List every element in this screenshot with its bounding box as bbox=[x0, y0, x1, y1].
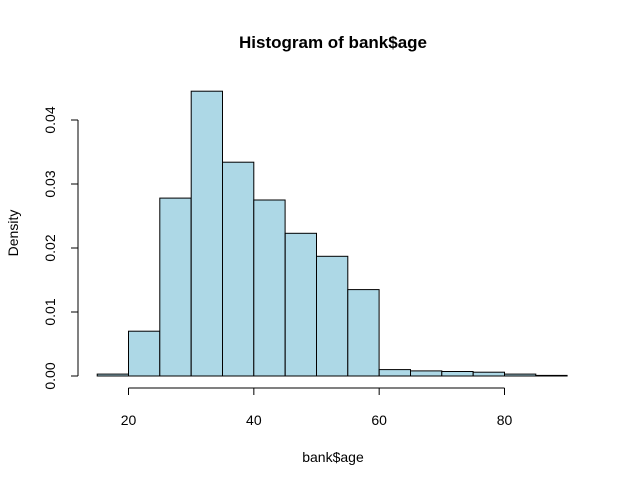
y-tick-label: 0.01 bbox=[42, 298, 58, 325]
histogram-bar bbox=[378, 369, 412, 377]
y-axis-label: Density bbox=[5, 210, 21, 257]
histogram-bars bbox=[96, 90, 568, 377]
histogram-bar bbox=[472, 371, 506, 377]
x-tick-label: 60 bbox=[371, 412, 387, 428]
x-axis-label: bank$age bbox=[302, 449, 364, 465]
y-tick-label: 0.03 bbox=[42, 170, 58, 197]
x-axis: 20 40 60 80 bbox=[121, 387, 513, 428]
y-tick-label: 0.00 bbox=[42, 362, 58, 389]
histogram-bar bbox=[253, 199, 286, 377]
x-tick-label: 40 bbox=[246, 412, 262, 428]
histogram-bar bbox=[190, 90, 223, 377]
y-tick-label: 0.04 bbox=[42, 106, 58, 133]
histogram-bar bbox=[96, 373, 129, 377]
histogram-bar bbox=[128, 330, 161, 377]
x-tick-label: 80 bbox=[497, 412, 513, 428]
histogram-bar bbox=[316, 255, 349, 377]
x-tick-label: 20 bbox=[121, 412, 137, 428]
histogram-bar bbox=[284, 232, 318, 377]
chart-title: Histogram of bank$age bbox=[239, 33, 427, 52]
histogram-bar bbox=[441, 371, 474, 377]
y-tick-label: 0.02 bbox=[42, 234, 58, 261]
histogram-bar bbox=[410, 370, 443, 377]
histogram-bar bbox=[159, 197, 192, 377]
histogram-bar bbox=[535, 374, 568, 377]
histogram-bar bbox=[222, 161, 255, 377]
histogram-bar bbox=[504, 373, 537, 377]
histogram-bar bbox=[347, 289, 380, 377]
y-axis: 0.00 0.01 0.02 0.03 0.04 bbox=[42, 106, 79, 390]
